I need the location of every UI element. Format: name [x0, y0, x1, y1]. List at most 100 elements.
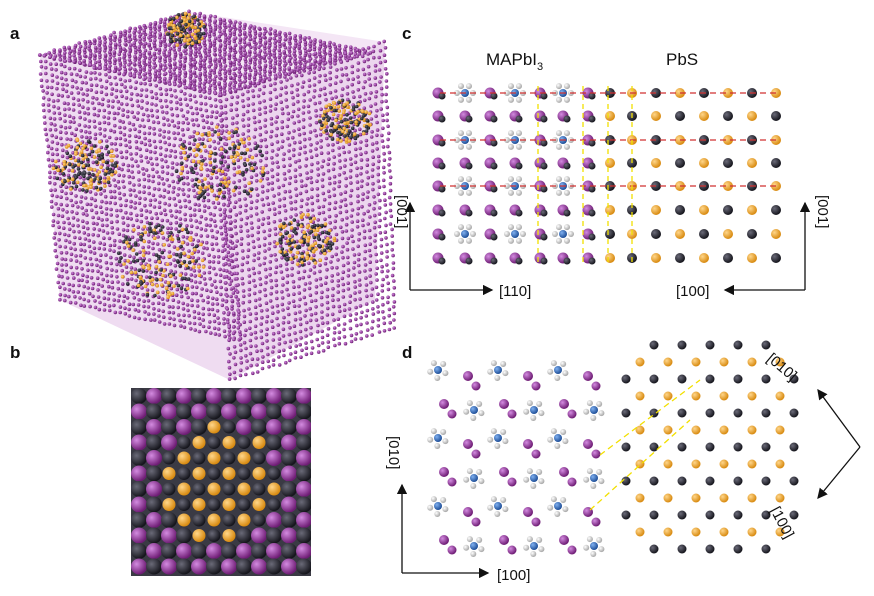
iodine-atom: [244, 372, 248, 377]
dot-atom: [207, 131, 211, 135]
iodine-atom: [133, 86, 138, 91]
iodine-atom: [144, 216, 149, 220]
iodine-atom: [198, 94, 203, 98]
iodine-atom: [144, 155, 149, 160]
iodine-atom: [193, 280, 198, 284]
iodine-atom: [251, 81, 256, 86]
iodine-atom: [316, 343, 321, 348]
iodine-atom: [139, 213, 144, 217]
iodine-atom: [91, 233, 95, 237]
iodine-atom: [371, 319, 375, 324]
iodine-atom: [379, 107, 384, 111]
iodine-atom: [193, 202, 198, 207]
iodine-atom: [329, 260, 333, 264]
iodine-atom: [225, 269, 229, 273]
iodine-atom: [216, 260, 221, 265]
iodine-atom: [197, 84, 202, 88]
iodine-atom: [359, 158, 364, 162]
iodine-atom: [128, 193, 133, 197]
iodine-atom: [138, 147, 142, 152]
iodine-atom: [253, 68, 258, 73]
iodine-atom: [327, 214, 332, 219]
iodine-atom: [179, 294, 184, 299]
iodine-atom: [53, 123, 57, 127]
iodine-atom: [386, 300, 390, 305]
iodine-atom: [84, 70, 89, 74]
iodine-atom: [328, 65, 333, 69]
iodine-atom: [309, 39, 313, 43]
iodine-atom: [313, 298, 318, 303]
iodine-atom: [236, 326, 241, 330]
iodine-atom: [270, 168, 274, 172]
iodine-atom: [42, 54, 47, 58]
iodine-atom: [100, 84, 104, 89]
iodine-atom: [217, 321, 221, 326]
iodine-atom: [284, 37, 288, 41]
iodine-atom: [69, 258, 73, 262]
iodine-atom: [90, 208, 94, 213]
iodine-atom: [331, 304, 336, 309]
dot-atom: [174, 169, 179, 173]
iodine-atom: [254, 206, 259, 210]
dot-atom: [318, 258, 323, 263]
dot-atom: [342, 126, 347, 131]
iodine-atom: [292, 304, 297, 309]
dot-atom: [155, 283, 159, 288]
iodine-atom: [95, 276, 100, 281]
iodine-atom: [61, 281, 65, 286]
iodine-atom: [299, 355, 303, 360]
dot-atom: [51, 166, 56, 171]
iodine-atom: [107, 304, 112, 308]
iodine-atom: [109, 142, 114, 146]
iodine-atom: [197, 137, 202, 141]
iodine-atom: [359, 166, 364, 170]
iodine-atom: [109, 213, 113, 217]
iodine-atom: [165, 118, 170, 122]
iodine-atom: [264, 156, 269, 161]
iodine-atom: [208, 144, 212, 149]
iodine-atom: [145, 101, 149, 105]
iodine-atom: [144, 94, 149, 98]
iodine-atom: [346, 255, 350, 260]
iodine-atom: [102, 302, 107, 307]
iodine-atom: [136, 303, 141, 307]
iodine-atom: [352, 260, 357, 265]
iodine-atom: [129, 152, 133, 156]
iodine-atom: [265, 327, 269, 332]
dot-atom: [292, 218, 297, 222]
iodine-atom: [137, 60, 142, 64]
iodine-atom: [138, 37, 142, 42]
iodine-atom: [219, 219, 224, 223]
iodine-atom: [319, 283, 324, 287]
iodine-atom: [243, 65, 247, 70]
iodine-atom: [384, 99, 388, 103]
iodine-atom: [294, 65, 298, 69]
iodine-atom: [189, 273, 194, 277]
iodine-atom: [330, 312, 335, 317]
iodine-atom: [213, 19, 218, 23]
dot-atom: [56, 168, 60, 172]
iodine-atom: [227, 262, 232, 267]
dot-atom: [186, 254, 191, 259]
iodine-atom: [68, 120, 73, 124]
iodine-atom: [277, 337, 282, 341]
iodine-atom: [52, 175, 57, 180]
iodine-atom: [274, 102, 278, 106]
iodine-atom: [347, 142, 352, 147]
iodine-atom: [85, 88, 90, 92]
dot-atom: [125, 282, 130, 286]
iodine-atom: [257, 52, 262, 56]
iodine-atom: [201, 324, 206, 329]
dot-atom: [345, 124, 349, 129]
iodine-atom: [87, 125, 91, 129]
iodine-atom: [157, 79, 162, 84]
iodine-atom: [232, 205, 237, 209]
iodine-atom: [390, 248, 395, 252]
dot-atom: [141, 258, 145, 263]
iodine-atom: [376, 324, 381, 328]
iodine-atom: [199, 101, 203, 106]
iodine-atom: [237, 197, 242, 202]
iodine-atom: [312, 62, 316, 66]
iodine-atom: [125, 228, 130, 233]
iodine-atom: [258, 31, 263, 36]
